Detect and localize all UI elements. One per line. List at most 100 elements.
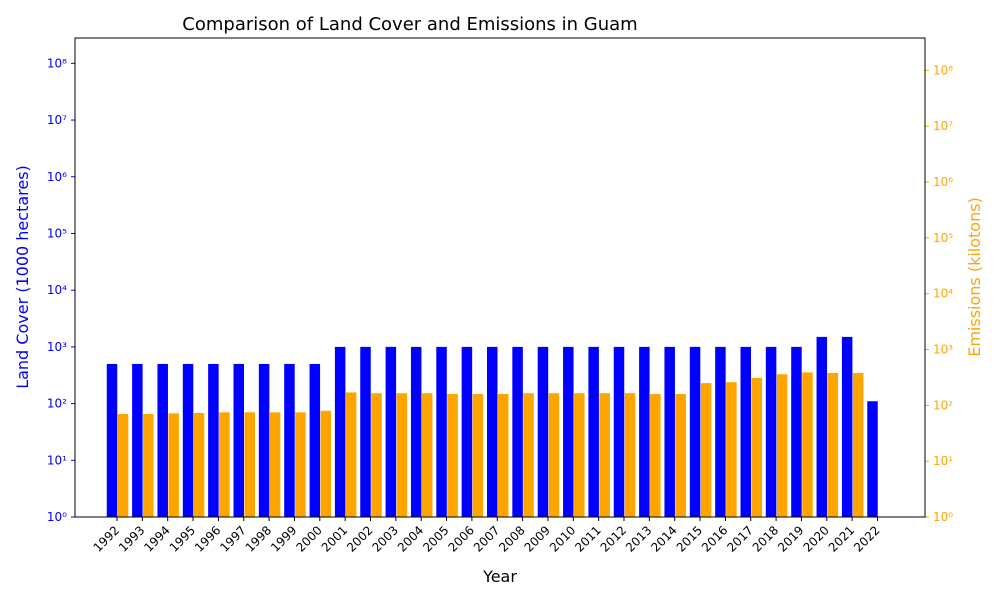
emissions-bar-2017: [751, 377, 762, 517]
right-tick-label: 10⁶: [933, 175, 953, 189]
emissions-bar-1995: [193, 412, 205, 517]
land-cover-bar-1999: [284, 363, 295, 517]
x-tick-label: 2007: [471, 523, 502, 554]
x-tick-label: 2000: [293, 523, 324, 554]
emissions-bar-2006: [472, 393, 484, 517]
x-tick-label: 2015: [674, 523, 705, 554]
emissions-bar-2008: [523, 393, 534, 517]
land-cover-bar-2000: [309, 363, 321, 517]
x-tick-label: 2003: [369, 523, 400, 554]
x-tick-label: 2011: [572, 523, 603, 554]
x-tick-label: 2017: [724, 523, 755, 554]
emissions-bar-2016: [726, 382, 737, 517]
x-tick-label: 2001: [319, 523, 350, 554]
left-tick-label: 10³: [47, 340, 67, 354]
emissions-bar-1996: [219, 412, 230, 517]
x-tick-label: 1999: [268, 523, 299, 554]
left-tick-label: 10⁶: [47, 170, 67, 184]
land-cover-bar-2015: [689, 346, 701, 517]
left-y-axis-label: Land Cover (1000 hectares): [13, 165, 32, 389]
right-tick-label: 10¹: [933, 454, 953, 468]
x-tick-label: 2008: [496, 523, 527, 554]
emissions-bar-2019: [802, 372, 813, 517]
emissions-bar-2003: [396, 393, 408, 517]
x-tick-label: 1997: [217, 523, 248, 554]
emissions-bar-2011: [599, 393, 610, 517]
land-cover-bar-2022: [867, 401, 878, 517]
emissions-bar-1998: [269, 412, 281, 517]
left-tick-label: 10⁸: [47, 56, 67, 70]
land-cover-bar-2006: [461, 346, 473, 517]
right-tick-label: 10⁵: [933, 231, 953, 245]
x-tick-label: 2006: [446, 523, 477, 554]
emissions-bar-2018: [776, 374, 788, 517]
emissions-bar-2009: [548, 393, 560, 517]
emissions-bar-2015: [700, 383, 712, 517]
emissions-bar-2021: [852, 372, 864, 517]
left-tick-label: 10⁰: [47, 510, 67, 524]
x-tick-label: 2005: [420, 523, 451, 554]
land-cover-bar-1995: [182, 363, 194, 517]
x-tick-label: 2021: [826, 523, 857, 554]
land-cover-bar-2016: [715, 346, 726, 517]
land-cover-bar-2001: [334, 346, 346, 517]
land-cover-bar-2021: [841, 336, 853, 517]
land-cover-bar-1992: [106, 363, 118, 517]
emissions-bar-2004: [421, 393, 433, 517]
x-tick-label: 2020: [800, 523, 831, 554]
x-tick-label: 1995: [167, 523, 198, 554]
emissions-bar-1992: [117, 413, 129, 517]
x-tick-label: 1998: [243, 523, 274, 554]
x-axis: 1992199319941995199619971998199920002001…: [91, 517, 883, 555]
land-cover-bar-2018: [765, 346, 777, 517]
emissions-bar-2000: [320, 410, 332, 517]
emissions-bar-2005: [447, 393, 458, 517]
x-tick-label: 2010: [547, 523, 578, 554]
x-tick-label: 2012: [598, 523, 629, 554]
land-cover-bar-1993: [132, 363, 143, 517]
land-cover-bar-2011: [588, 346, 599, 517]
land-cover-bar-2020: [816, 336, 828, 517]
land-cover-bar-2009: [537, 346, 549, 517]
emissions-bar-2014: [675, 393, 686, 517]
x-tick-label: 2002: [344, 523, 375, 554]
emissions-bar-2020: [827, 372, 839, 517]
land-cover-bar-2010: [563, 346, 574, 517]
land-cover-bar-2005: [436, 346, 447, 517]
land-cover-bar-2019: [791, 346, 802, 517]
emissions-bar-2001: [345, 392, 357, 517]
x-tick-label: 2004: [395, 523, 426, 554]
plot-frame: [74, 37, 926, 518]
x-tick-label: 2018: [750, 523, 781, 554]
x-tick-label: 2016: [699, 523, 730, 554]
emissions-bars: [117, 372, 864, 517]
x-tick-label: 2013: [623, 523, 654, 554]
left-tick-label: 10⁵: [47, 226, 67, 240]
land-cover-bar-2013: [639, 346, 650, 517]
emissions-bar-2010: [574, 393, 585, 517]
right-y-axis: 10⁰ 10¹ 10² 10³ 10⁴ 10⁵ 10⁶ 10⁷ 10⁸: [925, 63, 953, 524]
land-cover-bar-2017: [740, 346, 751, 517]
emissions-bar-1994: [168, 413, 179, 517]
emissions-bar-2002: [371, 393, 382, 517]
emissions-bar-2012: [624, 393, 636, 517]
left-tick-label: 10²: [47, 397, 67, 411]
right-tick-label: 10⁰: [933, 510, 953, 524]
land-cover-bar-2007: [487, 346, 498, 517]
right-tick-label: 10⁷: [933, 119, 953, 133]
land-cover-bars: [106, 336, 878, 517]
x-tick-label: 2014: [648, 523, 679, 554]
land-cover-bar-2008: [512, 346, 523, 517]
land-cover-bar-1997: [233, 363, 244, 517]
left-tick-label: 10¹: [47, 453, 67, 467]
right-tick-label: 10³: [933, 343, 953, 357]
x-tick-label: 2022: [851, 523, 882, 554]
emissions-bar-2007: [498, 393, 509, 517]
x-tick-label: 1996: [192, 523, 223, 554]
land-cover-bar-2012: [613, 346, 625, 517]
x-tick-label: 2019: [775, 523, 806, 554]
land-cover-bar-1996: [208, 363, 219, 517]
emissions-bar-1997: [244, 412, 255, 517]
emissions-bar-1999: [295, 412, 306, 517]
